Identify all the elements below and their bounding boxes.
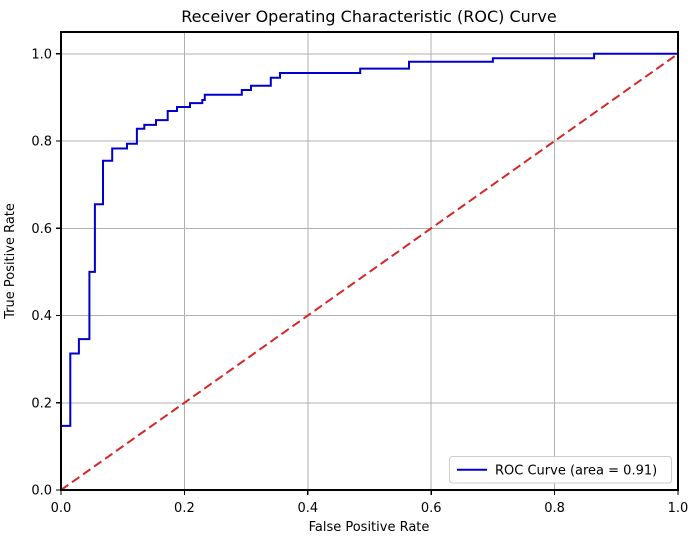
- plot-title: Receiver Operating Characteristic (ROC) …: [181, 7, 556, 26]
- plot-border: [60, 31, 679, 491]
- y-tick-label: 1.0: [31, 47, 52, 62]
- y-tick-label: 0.6: [31, 222, 52, 237]
- series: [60, 52, 679, 491]
- legend-box: [449, 456, 672, 484]
- legend: ROC Curve (area = 0.91): [449, 456, 672, 484]
- x-tick-label: 0.8: [544, 501, 565, 516]
- y-tick-label: 0.2: [31, 396, 52, 411]
- x-tick-label: 0.4: [297, 501, 318, 516]
- y-tick-label: 0.4: [31, 309, 52, 324]
- roc-curve-line: [60, 52, 678, 490]
- chance-diagonal-line: [60, 52, 679, 491]
- legend-entry-label: ROC Curve (area = 0.91): [495, 463, 657, 478]
- x-axis-label: False Positive Rate: [309, 520, 430, 535]
- axis-ticks: [56, 53, 679, 495]
- y-tick-label: 0.8: [31, 135, 52, 150]
- x-tick-label: 1.0: [668, 501, 689, 516]
- x-tick-label: 0.0: [51, 501, 72, 516]
- x-tick-label: 0.2: [174, 501, 195, 516]
- axis-tick-labels: 0.0 0.2 0.4 0.6 0.8 1.0 0.0 0.2 0.4 0.6 0.8 1.0: [31, 47, 688, 516]
- y-axis-label: True Positive Rate: [3, 203, 18, 320]
- y-tick-label: 0.0: [31, 484, 52, 499]
- x-tick-label: 0.6: [421, 501, 442, 516]
- plot-area: [61, 32, 678, 490]
